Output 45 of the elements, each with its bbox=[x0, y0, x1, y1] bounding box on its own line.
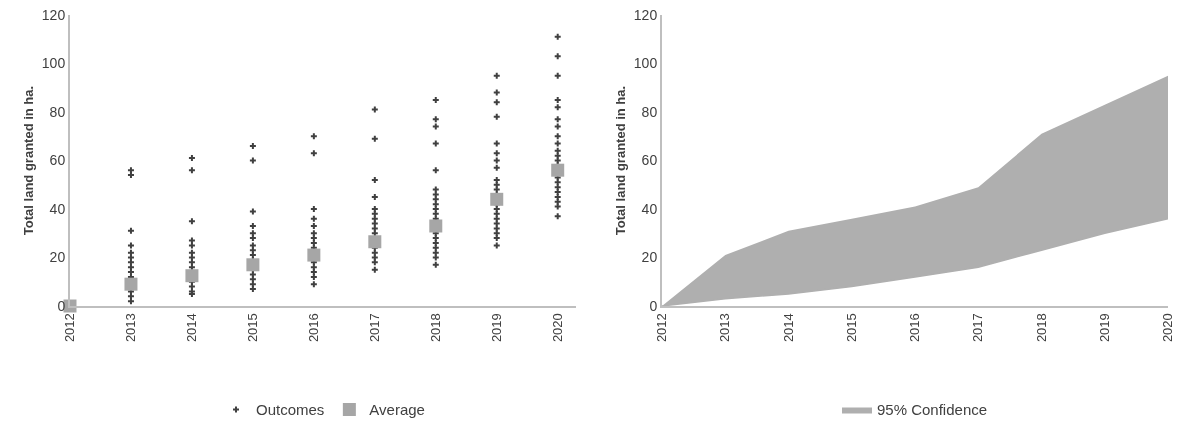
x-tick-label: 2012 bbox=[654, 313, 670, 343]
y-axis-title: Total land granted in ha. bbox=[613, 85, 628, 236]
y-tick-label: 100 bbox=[41, 55, 66, 72]
y-tick-label: 100 bbox=[633, 55, 658, 72]
x-tick-label: 2019 bbox=[1096, 313, 1112, 343]
y-tick-label: 0 bbox=[57, 297, 66, 314]
y-tick-label: 40 bbox=[49, 200, 66, 217]
x-tick-label: 2016 bbox=[306, 313, 322, 343]
x-tick-label: 2020 bbox=[1160, 313, 1176, 343]
y-tick-label: 60 bbox=[49, 152, 66, 169]
y-tick-label: 120 bbox=[633, 6, 658, 23]
point bbox=[490, 192, 504, 206]
legend-label: Average bbox=[369, 401, 425, 419]
y-tick-label: 80 bbox=[641, 103, 658, 120]
point bbox=[124, 277, 138, 291]
x-tick-label: 2015 bbox=[245, 313, 261, 343]
point bbox=[429, 219, 443, 233]
y-tick-label: 20 bbox=[49, 249, 66, 266]
point bbox=[368, 235, 382, 249]
y-axis-title: Total land granted in ha. bbox=[21, 85, 36, 236]
legend-label: Outcomes bbox=[256, 401, 325, 419]
x-tick-label: 2014 bbox=[780, 313, 796, 343]
x-tick-label: 2019 bbox=[488, 313, 504, 343]
point bbox=[246, 258, 260, 272]
x-tick-label: 2013 bbox=[717, 313, 733, 343]
y-tick-label: 0 bbox=[649, 297, 658, 314]
point bbox=[551, 163, 565, 177]
x-tick-label: 2013 bbox=[123, 313, 139, 343]
x-tick-label: 2015 bbox=[843, 313, 859, 343]
y-tick-label: 60 bbox=[641, 152, 658, 169]
y-tick-label: 120 bbox=[41, 6, 66, 23]
y-tick-label: 80 bbox=[49, 103, 66, 120]
legend-label: 95% Confidence bbox=[877, 401, 988, 419]
y-tick-label: 20 bbox=[641, 249, 658, 266]
x-tick-label: 2018 bbox=[428, 313, 444, 343]
x-tick-label: 2016 bbox=[907, 313, 923, 343]
x-tick-label: 2017 bbox=[970, 313, 986, 343]
point bbox=[185, 269, 199, 283]
x-tick-label: 2018 bbox=[1033, 313, 1049, 343]
x-tick-label: 2017 bbox=[367, 313, 383, 343]
x-tick-label: 2012 bbox=[62, 313, 78, 343]
point bbox=[307, 248, 321, 262]
x-tick-label: 2020 bbox=[549, 313, 565, 343]
x-tick-label: 2014 bbox=[184, 313, 200, 343]
y-tick-label: 40 bbox=[641, 200, 658, 217]
